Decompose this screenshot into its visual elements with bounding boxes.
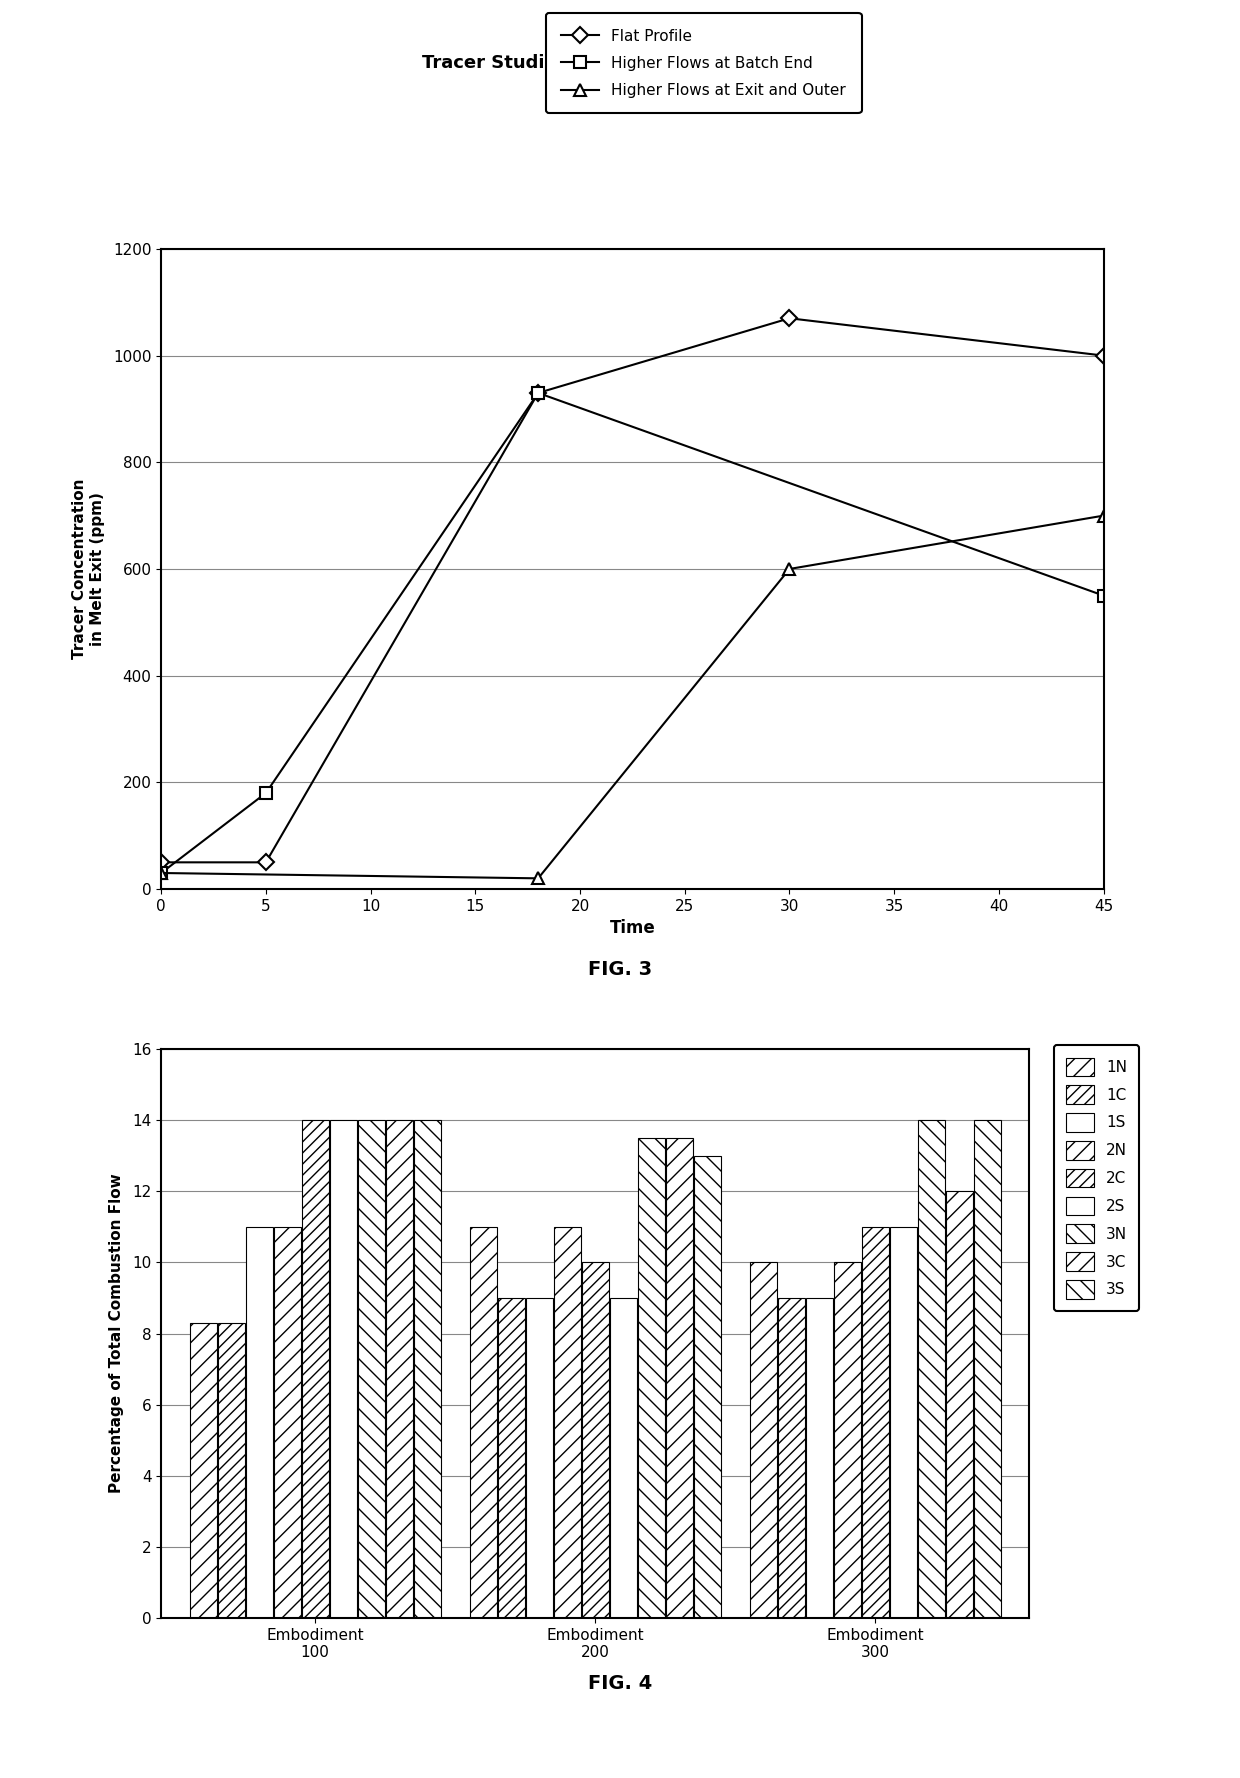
Y-axis label: Percentage of Total Combustion Flow: Percentage of Total Combustion Flow	[109, 1173, 124, 1494]
Legend: Flat Profile, Higher Flows at Batch End, Higher Flows at Exit and Outer: Flat Profile, Higher Flows at Batch End,…	[546, 12, 862, 114]
Bar	[693, 1156, 720, 1618]
Bar	[386, 1120, 413, 1618]
Text: FIG. 4: FIG. 4	[588, 1675, 652, 1693]
Bar	[582, 1262, 609, 1618]
Flat Profile	[531, 382, 546, 404]
Bar	[918, 1120, 945, 1618]
Higher Flows at Exit and Outer	[1096, 505, 1111, 526]
Bar	[973, 1120, 1001, 1618]
Line: Flat Profile: Flat Profile	[156, 313, 1109, 868]
Flat Profile	[1096, 345, 1111, 366]
Bar	[246, 1227, 273, 1618]
Text: FIG. 3: FIG. 3	[588, 960, 652, 978]
Flat Profile	[154, 852, 169, 873]
Line: Higher Flows at Batch End: Higher Flows at Batch End	[156, 388, 1109, 878]
Higher Flows at Batch End	[531, 382, 546, 404]
Higher Flows at Batch End	[154, 862, 169, 884]
Bar	[526, 1298, 553, 1618]
Bar	[357, 1120, 384, 1618]
Higher Flows at Batch End	[258, 782, 273, 804]
Bar	[889, 1227, 916, 1618]
Flat Profile	[782, 308, 797, 329]
Higher Flows at Exit and Outer	[782, 558, 797, 580]
Bar	[946, 1191, 973, 1618]
Higher Flows at Exit and Outer	[531, 868, 546, 889]
Higher Flows at Batch End	[1096, 585, 1111, 606]
Bar	[637, 1138, 665, 1618]
Bar	[750, 1262, 776, 1618]
Bar	[833, 1262, 861, 1618]
Higher Flows at Exit and Outer	[154, 862, 169, 884]
Bar	[301, 1120, 329, 1618]
Bar	[470, 1227, 497, 1618]
Legend: 1N, 1C, 1S, 2N, 2C, 2S, 3N, 3C, 3S: 1N, 1C, 1S, 2N, 2C, 2S, 3N, 3C, 3S	[1054, 1045, 1140, 1310]
Bar	[497, 1298, 525, 1618]
Bar	[666, 1138, 693, 1618]
Line: Higher Flows at Exit and Outer: Higher Flows at Exit and Outer	[156, 510, 1109, 884]
Bar	[414, 1120, 440, 1618]
Bar	[610, 1298, 637, 1618]
Bar	[330, 1120, 357, 1618]
Bar	[806, 1298, 833, 1618]
Title: Tracer Studies for Various Burner Profiles: Tracer Studies for Various Burner Profil…	[422, 55, 843, 73]
Bar	[190, 1323, 217, 1618]
X-axis label: Time: Time	[610, 919, 655, 937]
Bar	[553, 1227, 580, 1618]
Y-axis label: Tracer Concentration
in Melt Exit (ppm): Tracer Concentration in Melt Exit (ppm)	[72, 478, 104, 660]
Bar	[862, 1227, 889, 1618]
Flat Profile	[258, 852, 273, 873]
Bar	[777, 1298, 805, 1618]
Bar	[218, 1323, 244, 1618]
Bar	[274, 1227, 301, 1618]
